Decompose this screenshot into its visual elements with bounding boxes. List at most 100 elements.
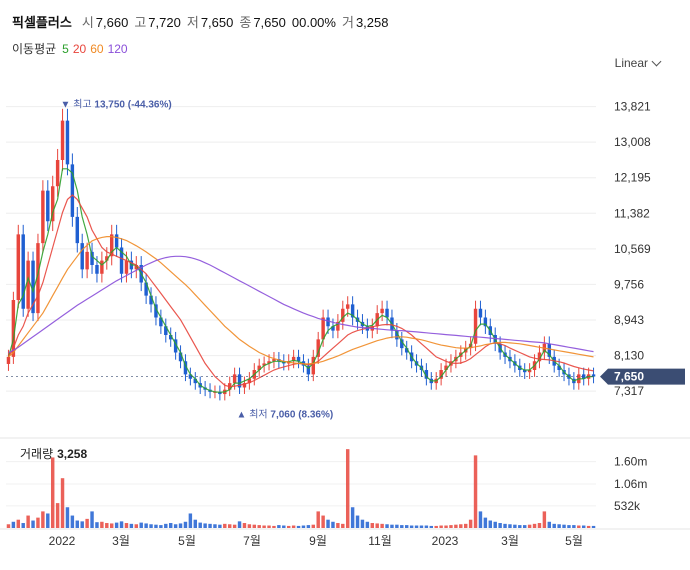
candle-body bbox=[80, 243, 84, 270]
volume-bar bbox=[267, 525, 271, 528]
volume-bar bbox=[444, 525, 448, 528]
volume-bar bbox=[119, 521, 124, 528]
candle-body bbox=[306, 365, 311, 375]
volume-bar bbox=[370, 523, 375, 528]
x-tick-label: 2023 bbox=[432, 534, 459, 548]
volume-bar bbox=[301, 525, 306, 528]
volume-panel-title: 거래량 3,258 bbox=[20, 445, 87, 462]
y-tick-label: 7,317 bbox=[614, 384, 644, 398]
ma-120-line bbox=[8, 255, 594, 354]
current-price-label: 7,650 bbox=[614, 370, 644, 384]
volume-panel-label: 거래량 bbox=[20, 447, 54, 461]
volume-bar bbox=[100, 521, 104, 528]
candle-body bbox=[473, 308, 478, 344]
ma-5-line bbox=[7, 168, 594, 393]
candle-body bbox=[105, 256, 109, 261]
volume-bar bbox=[80, 521, 84, 528]
ma-120-label[interactable]: 120 bbox=[107, 42, 128, 56]
volume-bar bbox=[581, 525, 586, 528]
candle-body bbox=[326, 317, 330, 327]
quote-header: 픽셀플러스 시 7,660 고 7,720 저 7,650 종 7,650 0 … bbox=[12, 12, 395, 32]
volume-bar bbox=[503, 523, 507, 528]
ma-20-label[interactable]: 20 bbox=[72, 42, 87, 56]
volume-bar bbox=[542, 511, 547, 528]
y-tick-label: 8,130 bbox=[614, 349, 644, 363]
volume-tick-label: 1.06m bbox=[614, 477, 647, 491]
candle-body bbox=[350, 304, 355, 318]
candle-body bbox=[257, 365, 261, 370]
volume-bar bbox=[173, 524, 178, 528]
volume-bar bbox=[95, 522, 99, 528]
volume-bar bbox=[498, 523, 502, 528]
volume-bar bbox=[164, 523, 168, 528]
candle-body bbox=[134, 265, 139, 270]
volume-bar bbox=[547, 521, 552, 528]
volume-bar bbox=[341, 523, 345, 528]
candle-body bbox=[478, 308, 483, 318]
x-tick-label: 7월 bbox=[243, 534, 261, 548]
ma-20-line bbox=[7, 194, 594, 388]
open-value: 7,660 bbox=[95, 15, 129, 30]
candle-body bbox=[444, 365, 448, 370]
volume-bar bbox=[439, 525, 443, 528]
candle-body bbox=[557, 365, 561, 370]
volume-bar bbox=[291, 525, 296, 528]
candle-body bbox=[109, 234, 114, 257]
volume-tick-label: 1.60m bbox=[614, 455, 647, 469]
low-label: 저 bbox=[186, 15, 199, 30]
x-tick-label: 2022 bbox=[49, 534, 76, 548]
volume-bar bbox=[449, 525, 453, 528]
min-marker-value: 7,060 (8.36%) bbox=[270, 409, 333, 420]
ma-60-label[interactable]: 60 bbox=[90, 42, 104, 56]
candle-body bbox=[439, 370, 443, 379]
candle-body bbox=[11, 300, 16, 357]
candle-body bbox=[183, 361, 188, 375]
volume-bar bbox=[572, 525, 576, 528]
volume-bar bbox=[46, 513, 50, 528]
scale-selector-label: Linear bbox=[614, 56, 648, 70]
volume-bar bbox=[513, 524, 517, 528]
candle-body bbox=[218, 391, 222, 395]
volume-bar bbox=[75, 520, 80, 528]
candle-body bbox=[385, 308, 389, 318]
candle-body bbox=[341, 308, 345, 322]
candle-body bbox=[331, 326, 335, 331]
x-tick-label: 5월 bbox=[565, 534, 583, 548]
volume-bar bbox=[567, 525, 571, 528]
x-tick-label: 11월 bbox=[368, 534, 392, 548]
candle-body bbox=[168, 335, 173, 340]
candle-body bbox=[316, 339, 320, 357]
candle-body bbox=[31, 260, 35, 314]
candle-body bbox=[522, 370, 527, 373]
scale-selector[interactable]: Linear bbox=[614, 56, 662, 70]
volume-bar bbox=[6, 524, 11, 528]
volume-bar bbox=[188, 513, 193, 528]
ma-5-label[interactable]: 5 bbox=[62, 42, 69, 56]
y-tick-label: 13,008 bbox=[614, 135, 651, 149]
volume-bar bbox=[237, 521, 242, 528]
volume-bar bbox=[483, 517, 488, 528]
volume-tick-label: 532k bbox=[614, 499, 641, 513]
candle-body bbox=[144, 282, 148, 296]
candle-body bbox=[424, 370, 429, 379]
volume-bar bbox=[577, 525, 581, 528]
volume-bar bbox=[414, 525, 419, 528]
high-label: 고 bbox=[134, 15, 147, 30]
volume-bar bbox=[360, 519, 365, 528]
volume-bar bbox=[183, 521, 188, 528]
volume-bar bbox=[36, 517, 40, 528]
candle-body bbox=[321, 317, 325, 340]
candle-body bbox=[296, 356, 301, 362]
volume-bar bbox=[208, 523, 212, 528]
candle-body bbox=[242, 383, 247, 388]
candle-body bbox=[46, 190, 50, 222]
candle-body bbox=[164, 326, 168, 335]
volume-bar bbox=[478, 511, 483, 528]
moving-average-title: 이동평균 bbox=[12, 42, 57, 56]
volume-bar bbox=[114, 522, 119, 528]
volume-bar bbox=[522, 525, 527, 528]
volume-bar bbox=[55, 503, 60, 528]
candle-body bbox=[119, 247, 124, 274]
y-tick-label: 11,382 bbox=[614, 206, 650, 220]
